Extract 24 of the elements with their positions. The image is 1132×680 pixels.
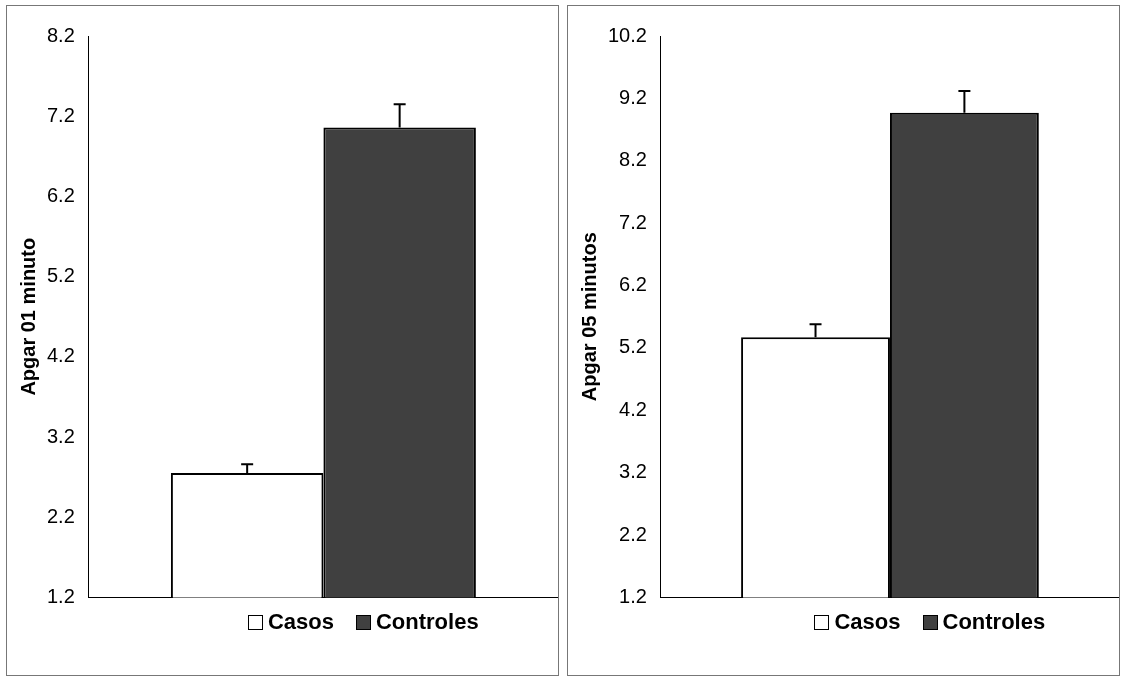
legend-label: Controles: [942, 609, 1046, 636]
y-tick-label: 2.2: [619, 522, 647, 545]
y-tick-label: 4.2: [619, 397, 647, 420]
y-tick-label: 3.2: [619, 460, 647, 483]
legend-label: Controles: [375, 609, 479, 636]
y-tick-label: 4.2: [46, 344, 75, 367]
y-tick-label: 5.2: [46, 264, 75, 287]
y-tick-label: 8.2: [46, 23, 75, 46]
y-tick-label: 7.2: [619, 210, 647, 233]
series-label: Casos: [267, 609, 334, 636]
y-tick-label: 7.2: [46, 103, 75, 126]
y-tick-label: 5.2: [619, 335, 647, 358]
y-axis-title: Apgar 01 minuto: [16, 237, 39, 396]
y-tick-label: 6.2: [46, 183, 75, 206]
y-tick-label: 9.2: [619, 85, 647, 108]
y-tick-label: 1.2: [619, 584, 647, 607]
y-axis-title: Apgar 05 minutos: [577, 232, 600, 402]
y-tick-label: 6.2: [619, 273, 647, 296]
y-tick-label: 1.2: [46, 584, 75, 607]
y-tick-label: 10.2: [607, 23, 647, 46]
y-tick-label: 2.2: [46, 504, 75, 527]
y-tick-label: 8.2: [619, 148, 647, 171]
y-tick-label: 3.2: [46, 424, 75, 447]
series-label: Casos: [834, 609, 901, 636]
